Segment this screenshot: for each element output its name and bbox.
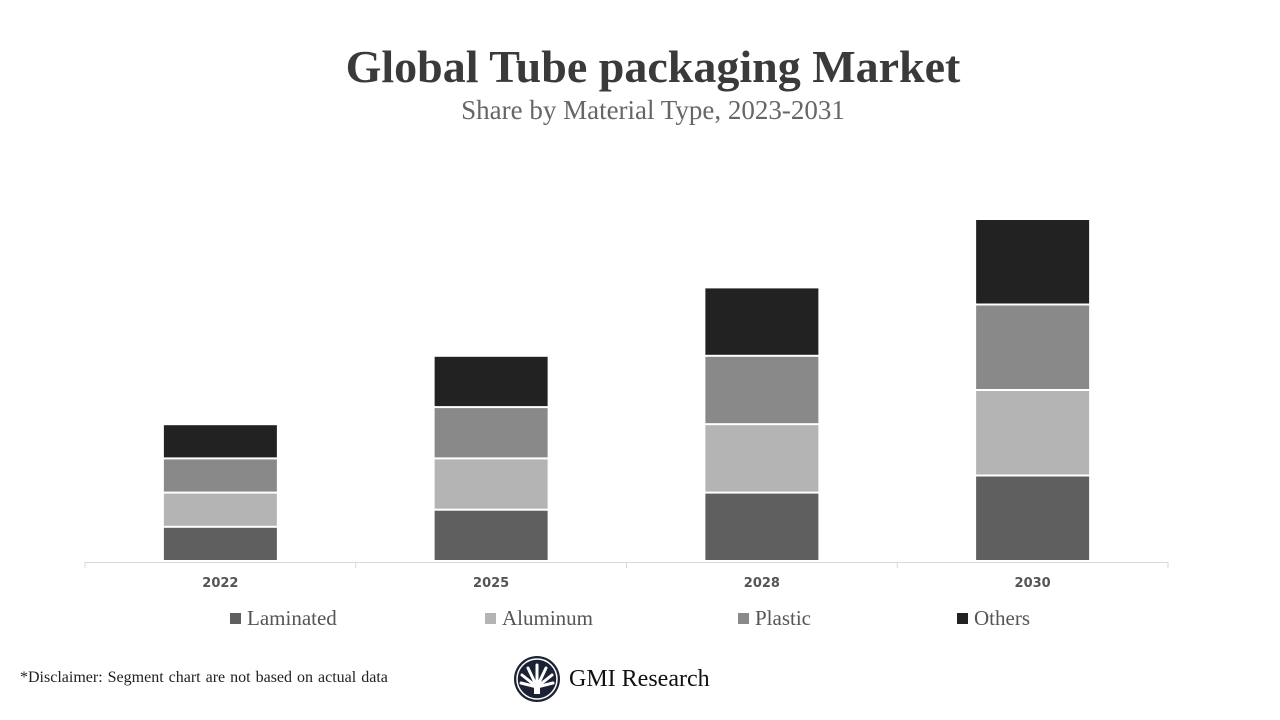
chart-subtitle: Share by Material Type, 2023-2031 (461, 95, 845, 125)
bar-segment-plastic-2022 (163, 459, 277, 492)
x-tick-label: 2028 (744, 576, 780, 591)
x-tick-label: 2030 (1015, 576, 1051, 591)
gmi-logo-icon (514, 656, 560, 702)
legend-item-plastic: Plastic (738, 606, 811, 631)
bar-segment-others-2022 (163, 425, 277, 458)
brand-name: GMI Research (569, 665, 710, 692)
bar-segment-laminated-2028 (705, 493, 819, 560)
bar-segment-plastic-2028 (705, 356, 819, 424)
bar-segment-laminated-2030 (976, 476, 1090, 560)
bar-segment-others-2025 (434, 356, 548, 407)
bar-segment-aluminum-2022 (163, 493, 277, 526)
legend-swatch (957, 613, 968, 624)
x-tick-label: 2022 (202, 576, 238, 591)
legend-swatch (485, 613, 496, 624)
legend-item-laminated: Laminated (230, 606, 337, 631)
legend: Laminated Aluminum Plastic Others (0, 606, 1280, 634)
bar-segment-aluminum-2025 (434, 459, 548, 509)
bar-segment-others-2030 (976, 220, 1090, 304)
legend-item-aluminum: Aluminum (485, 606, 593, 631)
legend-label: Laminated (247, 606, 337, 630)
bar-segment-laminated-2025 (434, 510, 548, 560)
disclaimer: *Disclaimer: Segment chart are not based… (20, 669, 388, 686)
bar-segment-others-2028 (705, 288, 819, 355)
bar-segment-plastic-2025 (434, 408, 548, 458)
legend-swatch (738, 613, 749, 624)
chart-title: Global Tube packaging Market (345, 41, 961, 92)
brand-logo: GMI Research (513, 655, 710, 703)
bar-segment-plastic-2030 (976, 305, 1090, 389)
bar-segment-aluminum-2030 (976, 391, 1090, 475)
x-tick-label: 2025 (473, 576, 509, 591)
legend-label: Plastic (755, 606, 811, 630)
bar-segment-aluminum-2028 (705, 425, 819, 492)
legend-item-others: Others (957, 606, 1030, 631)
bar-segment-laminated-2022 (163, 527, 277, 560)
legend-swatch (230, 613, 241, 624)
legend-label: Aluminum (502, 606, 594, 630)
legend-label: Others (974, 606, 1030, 630)
